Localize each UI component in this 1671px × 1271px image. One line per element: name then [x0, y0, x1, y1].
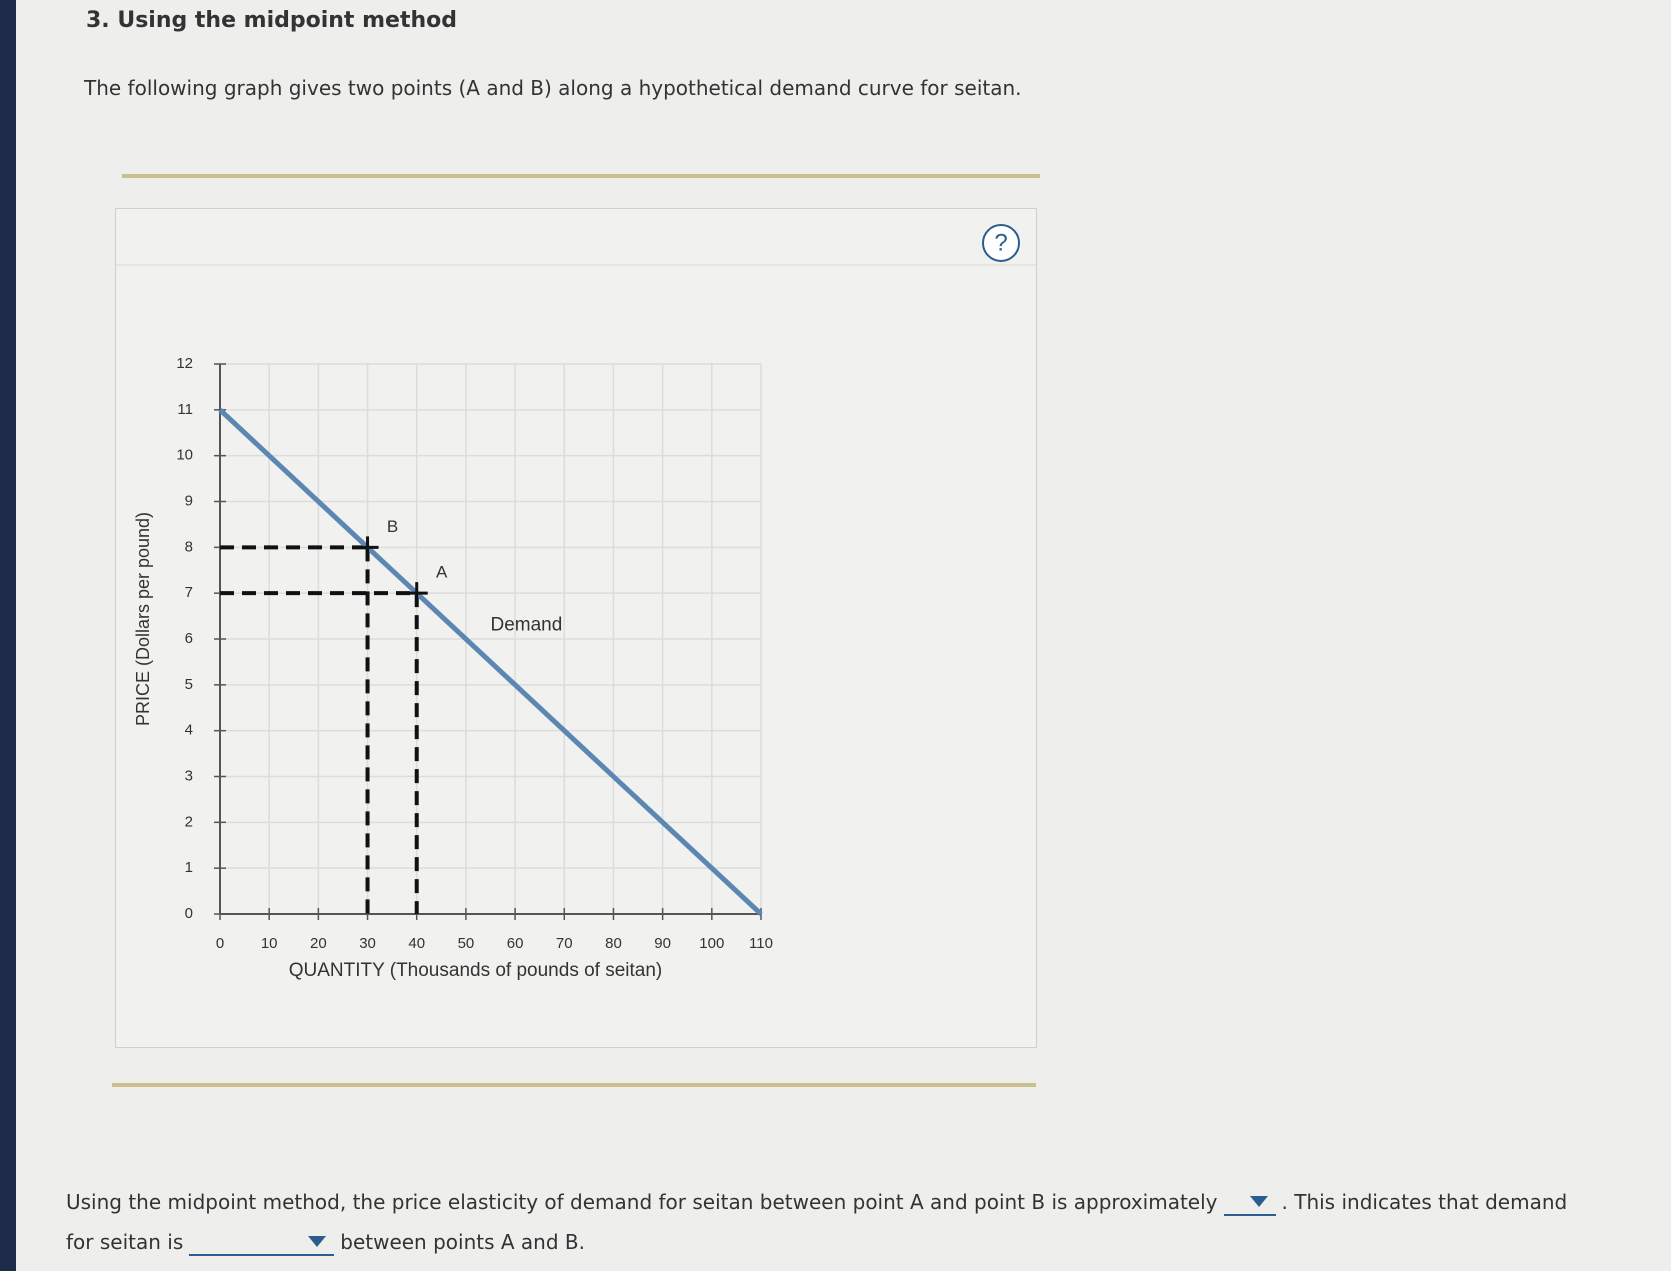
x-tick-label: 40	[408, 935, 425, 952]
answer-prompt: Using the midpoint method, the price ela…	[66, 1182, 1646, 1262]
prompt-text: . This indicates that demand	[1281, 1190, 1568, 1214]
y-tick-label: 11	[177, 401, 193, 418]
elasticity-type-dropdown[interactable]	[189, 1232, 335, 1256]
y-tick-label: 5	[185, 676, 193, 693]
x-tick-label: 30	[359, 935, 376, 952]
divider	[112, 1083, 1036, 1087]
y-tick-label: 9	[185, 492, 193, 509]
x-tick-label: 90	[654, 935, 671, 952]
window-edge	[0, 0, 16, 1271]
question-intro: The following graph gives two points (A …	[84, 76, 1022, 100]
x-tick-label: 70	[556, 935, 573, 952]
y-tick-label: 4	[185, 722, 193, 739]
y-tick-label: 2	[185, 813, 193, 830]
divider	[122, 174, 1040, 178]
x-tick-label: 10	[261, 935, 278, 952]
y-axis-label: PRICE (Dollars per pound)	[133, 512, 153, 726]
x-tick-label: 50	[458, 935, 475, 952]
demand-line	[218, 408, 763, 916]
prompt-text: Using the midpoint method, the price ela…	[66, 1190, 1218, 1214]
help-label[interactable]: ?	[994, 229, 1007, 256]
point-marker	[356, 536, 379, 559]
y-tick-label: 1	[185, 859, 193, 876]
series-label: Demand	[491, 614, 563, 635]
y-tick-label: 3	[185, 767, 193, 784]
question-title: 3. Using the midpoint method	[86, 8, 457, 33]
prompt-text: between points A and B.	[340, 1230, 585, 1254]
x-tick-label: 0	[216, 935, 224, 952]
y-tick-label: 10	[176, 447, 193, 464]
x-tick-label: 100	[699, 935, 724, 952]
x-tick-label: 60	[507, 935, 524, 952]
chart-panel: ? 0 1 2 3 4 5 6 7 8 9 10 11 12 0 10 20 30 40 50 60 70 80 90 100…	[115, 208, 1037, 1048]
y-tick-label: 12	[176, 355, 193, 372]
y-tick-label: 8	[185, 538, 193, 555]
elasticity-dropdown[interactable]	[1223, 1192, 1276, 1216]
point-marker	[405, 582, 428, 605]
point-label: B	[387, 517, 398, 536]
point-label: A	[436, 563, 448, 582]
y-tick-label: 7	[185, 584, 193, 601]
x-tick-label: 20	[310, 935, 327, 952]
y-tick-label: 6	[185, 630, 193, 647]
help-button[interactable]	[982, 224, 1020, 262]
prompt-text: for seitan is	[66, 1230, 184, 1254]
y-tick-label: 0	[185, 905, 193, 922]
x-axis-label: QUANTITY (Thousands of pounds of seitan)	[289, 960, 663, 981]
x-tick-label: 110	[749, 935, 773, 952]
x-tick-label: 80	[605, 935, 622, 952]
